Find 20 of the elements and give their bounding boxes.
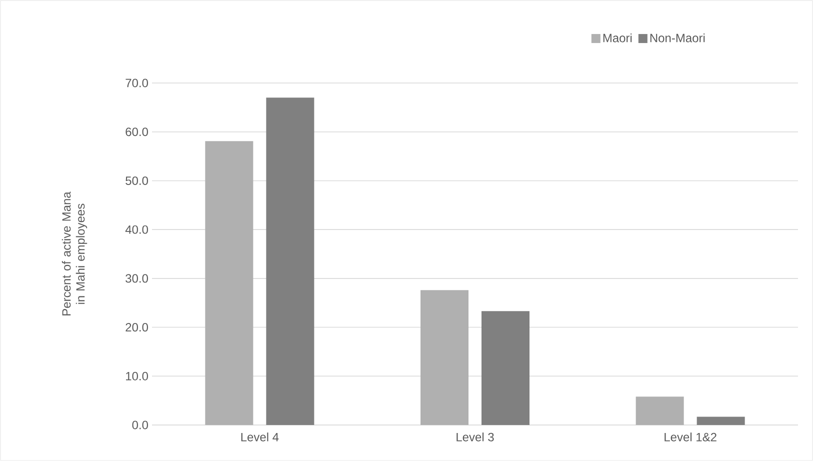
y-tick-label: 30.0 [126, 274, 148, 283]
bar [420, 290, 469, 425]
y-tick-label: 10.0 [126, 372, 148, 380]
y-axis-title: Percent of active Mana in Mahi employees [62, 192, 88, 316]
y-tick-label: 50.0 [126, 176, 148, 185]
bar [266, 98, 314, 425]
bar [482, 311, 530, 425]
x-tick-label: Level 4 [241, 432, 279, 442]
legend-label: Maori [603, 33, 632, 42]
y-tick-label: 60.0 [126, 128, 148, 136]
legend-label: Non-Maori [650, 33, 705, 42]
bar [205, 141, 254, 425]
x-tick-label: Level 1&2 [664, 432, 716, 442]
y-tick-label: 20.0 [126, 323, 148, 332]
bar [636, 396, 684, 425]
y-tick-label: 70.0 [126, 78, 148, 88]
y-tick-label: 0.0 [132, 420, 148, 430]
y-tick-label: 40.0 [125, 225, 148, 234]
bar [696, 416, 745, 425]
x-tick-label: Level 3 [456, 432, 494, 442]
